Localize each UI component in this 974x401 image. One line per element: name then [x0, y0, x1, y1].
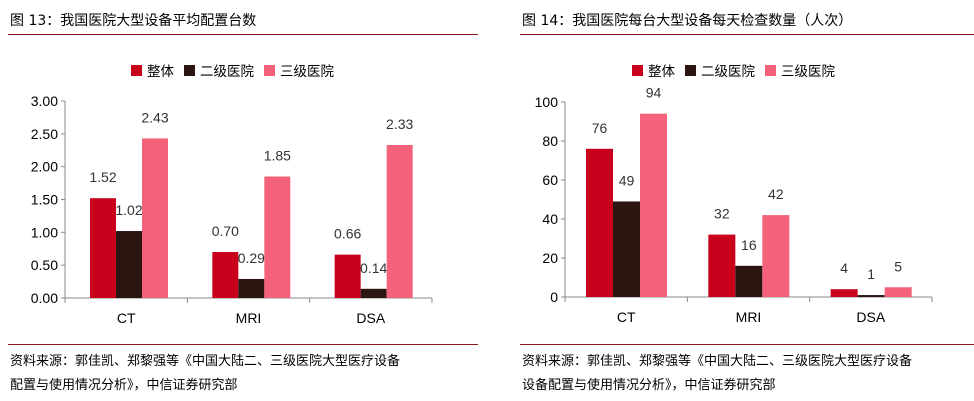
- left-chart-y-tick-label: 0.50: [31, 257, 58, 273]
- right-chart-data-label-total: 32: [714, 206, 730, 222]
- left-chart-bar-level3: [264, 176, 291, 298]
- left-title-rule: [8, 34, 478, 35]
- right-chart-bar-total: [708, 234, 736, 297]
- left-chart-y-tick-label: 2.50: [31, 126, 58, 142]
- right-chart-data-label-level3: 42: [768, 186, 784, 202]
- right-source-rule: [520, 344, 974, 345]
- left-chart-bar-level3: [142, 138, 168, 298]
- right-chart-y-tick-label: 100: [535, 94, 559, 110]
- legend-label-total: 整体: [648, 64, 675, 80]
- right-chart-data-label-level3: 94: [646, 85, 662, 101]
- right-source-line-1: 资料来源：郭佳凯、郑黎强等《中国大陆二、三级医院大型医疗设备: [522, 354, 913, 369]
- legend-label-total: 整体: [147, 64, 174, 80]
- right-chart-bar-level3: [884, 287, 912, 297]
- legend-swatch-level2: [685, 64, 696, 76]
- left-chart-category-label: MRI: [236, 310, 262, 326]
- left-chart-bar-level2: [360, 288, 387, 298]
- left-chart-bar-level2: [116, 231, 142, 298]
- right-chart-data-label-total: 4: [840, 260, 848, 276]
- right-chart-data-label-level2: 16: [741, 237, 757, 253]
- left-chart-bar-level2: [238, 278, 265, 298]
- right-chart-bar-level2: [735, 265, 763, 297]
- left-chart-y-tick-label: 0.00: [31, 290, 58, 306]
- left-figure-title: 图 13：我国医院大型设备平均配置台数: [10, 13, 257, 29]
- left-chart-data-label-level3: 2.33: [386, 116, 413, 132]
- left-source-note: 资料来源：郭佳凯、郑黎强等《中国大陆二、三级医院大型医疗设备 配置与使用情况分析…: [10, 350, 400, 398]
- right-source-line-2: 设备配置与使用情况分析》，中信证券研究部: [522, 378, 776, 393]
- legend-item-level3: 三级医院: [765, 60, 835, 80]
- right-bar-chart: 0 20 40 60 80 100 CT 76 49 94 MRI 32 16 42 DSA 4 1 5: [535, 85, 933, 325]
- legend-swatch-level3: [264, 64, 275, 76]
- left-chart-category-label: CT: [117, 310, 136, 326]
- legend-item-total: 整体: [632, 60, 675, 80]
- right-chart-bar-level2: [613, 201, 640, 297]
- left-chart-y-tick-label: 3.00: [31, 93, 58, 109]
- right-chart-y-tick-label: 0: [550, 289, 558, 305]
- right-chart-data-label-total: 76: [592, 120, 608, 136]
- right-chart-bar-total: [830, 289, 858, 297]
- left-chart-data-label-level3: 1.85: [264, 148, 291, 164]
- legend-label-level3: 三级医院: [280, 64, 334, 80]
- right-chart-bar-level3: [640, 113, 667, 297]
- left-chart-data-label-level2: 0.29: [238, 250, 265, 266]
- left-chart-data-label-total: 0.70: [212, 223, 239, 239]
- legend-item-level2: 二级医院: [685, 60, 755, 80]
- left-chart-y-tick-label: 2.00: [31, 159, 58, 175]
- right-title-rule: [520, 34, 974, 35]
- right-source-note: 资料来源：郭佳凯、郑黎强等《中国大陆二、三级医院大型医疗设备 设备配置与使用情况…: [522, 350, 912, 398]
- right-figure-title: 图 14：我国医院每台大型设备每天检查数量（人次）: [522, 13, 853, 29]
- left-bar-chart: 0.00 0.50 1.00 1.50 2.00 2.50 3.00 CT 1.52 1.02 2.…: [31, 93, 433, 326]
- left-chart-y-tick-label: 1.00: [31, 224, 58, 240]
- left-chart-data-label-total: 1.52: [89, 169, 116, 185]
- left-chart-bar-total: [90, 198, 116, 298]
- left-chart-bar-total: [212, 252, 239, 298]
- left-chart-y-tick-label: 1.50: [31, 192, 58, 208]
- right-chart-y-tick-label: 20: [542, 250, 558, 266]
- left-chart-data-label-level2: 0.14: [360, 260, 387, 276]
- left-chart-data-label-level2: 1.02: [115, 202, 142, 218]
- right-chart-data-label-level2: 49: [619, 172, 635, 188]
- right-chart-category-label: DSA: [856, 309, 885, 325]
- right-legend: 整体 二级医院 三级医院: [632, 60, 845, 80]
- right-chart-category-label: MRI: [736, 309, 762, 325]
- legend-swatch-level3: [765, 64, 776, 76]
- left-chart-bar-total: [334, 254, 361, 298]
- legend-item-level3: 三级医院: [264, 60, 334, 80]
- left-chart-data-label-total: 0.66: [334, 226, 361, 242]
- right-chart-y-tick-label: 80: [542, 133, 558, 149]
- legend-swatch-total: [131, 64, 142, 76]
- left-source-line-2: 配置与使用情况分析》，中信证券研究部: [10, 378, 238, 393]
- right-figure: 图 14：我国医院每台大型设备每天检查数量（人次） 整体 二级医院 三级医院 0…: [512, 0, 974, 401]
- right-chart-bar-level2: [857, 295, 885, 297]
- left-source-rule: [8, 344, 478, 345]
- legend-label-level3: 三级医院: [781, 64, 835, 80]
- right-chart-bar-level3: [762, 215, 790, 297]
- legend-swatch-level2: [184, 64, 195, 76]
- legend-item-level2: 二级医院: [184, 60, 254, 80]
- right-chart-data-label-level3: 5: [894, 258, 902, 274]
- left-source-line-1: 资料来源：郭佳凯、郑黎强等《中国大陆二、三级医院大型医疗设备: [10, 354, 401, 369]
- right-chart-y-tick-label: 60: [542, 172, 558, 188]
- left-legend: 整体 二级医院 三级医院: [131, 60, 344, 80]
- left-chart-bar-level3: [386, 144, 413, 298]
- legend-item-total: 整体: [131, 60, 174, 80]
- legend-label-level2: 二级医院: [701, 64, 755, 80]
- left-chart-data-label-level3: 2.43: [141, 109, 168, 125]
- right-chart-y-tick-label: 40: [542, 211, 558, 227]
- left-figure: 图 13：我国医院大型设备平均配置台数 整体 二级医院 三级医院 0.00 0.5…: [8, 13, 478, 398]
- right-chart-category-label: CT: [617, 309, 636, 325]
- legend-label-level2: 二级医院: [200, 64, 254, 80]
- legend-swatch-total: [632, 64, 643, 76]
- right-chart-bar-total: [586, 148, 613, 297]
- right-chart-data-label-level2: 1: [867, 266, 875, 282]
- left-chart-category-label: DSA: [356, 310, 385, 326]
